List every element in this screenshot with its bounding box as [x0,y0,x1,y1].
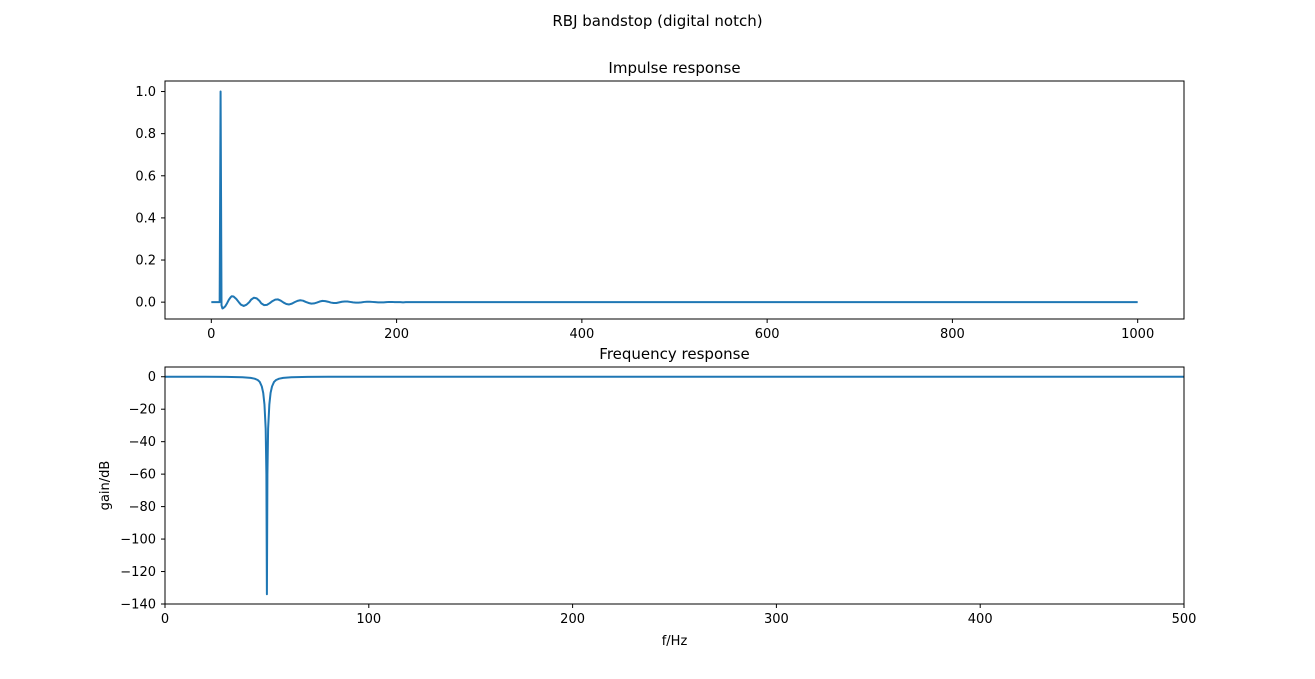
frequency-xtick-label: 0 [161,612,169,627]
frequency-xtick-label: 100 [356,612,381,627]
frequency-xtick-label: 400 [968,612,993,627]
frequency-axes-frame [164,366,1185,605]
impulse-xtick-label: 1000 [1121,327,1154,342]
frequency-ytick-label: −140 [120,598,156,613]
figure-suptitle: RBJ bandstop (digital notch) [552,12,762,30]
frequency-ylabel: gain/dB [98,461,113,511]
frequency-ytick-label: −40 [129,435,156,450]
frequency-xtick-label: 500 [1172,612,1197,627]
frequency-ytick-label: −120 [120,565,156,580]
impulse-ytick-label: 0.4 [135,211,156,226]
impulse-ytick-label: 1.0 [135,85,156,100]
impulse-xtick-label: 600 [755,327,780,342]
frequency-xtick-label: 200 [560,612,585,627]
impulse-xtick-label: 400 [569,327,594,342]
frequency-ytick-label: −80 [129,500,156,515]
impulse-ytick-label: 0.0 [135,296,156,311]
frequency-ytick-label: −60 [129,468,156,483]
frequency-ytick-label: 0 [148,370,156,385]
impulse-axes-frame [164,80,1185,320]
frequency-ytick-label: −100 [120,533,156,548]
impulse-xtick-label: 800 [940,327,965,342]
frequency-series-line-0 [165,375,1184,596]
impulse-series-line-0 [211,90,1138,310]
frequency-xtick-label: 300 [764,612,789,627]
impulse-xtick-label: 200 [384,327,409,342]
impulse-ytick-label: 0.6 [135,169,156,184]
frequency-xlabel: f/Hz [662,634,688,649]
frequency-title: Frequency response [599,345,749,363]
frequency-response-panel: 0 100 200 300 400 500 0 −20 −40 −60 −80 −100 −120 −14… [98,345,1196,649]
impulse-response-panel: 0 200 400 600 800 1000 0.0 0.2 0.4 0.6 0.8 1.0 Impul… [135,59,1185,342]
impulse-ytick-label: 0.8 [135,127,156,142]
frequency-ytick-label: −20 [129,403,156,418]
impulse-xtick-label: 0 [207,327,215,342]
impulse-title: Impulse response [608,59,740,77]
impulse-ytick-label: 0.2 [135,254,156,269]
